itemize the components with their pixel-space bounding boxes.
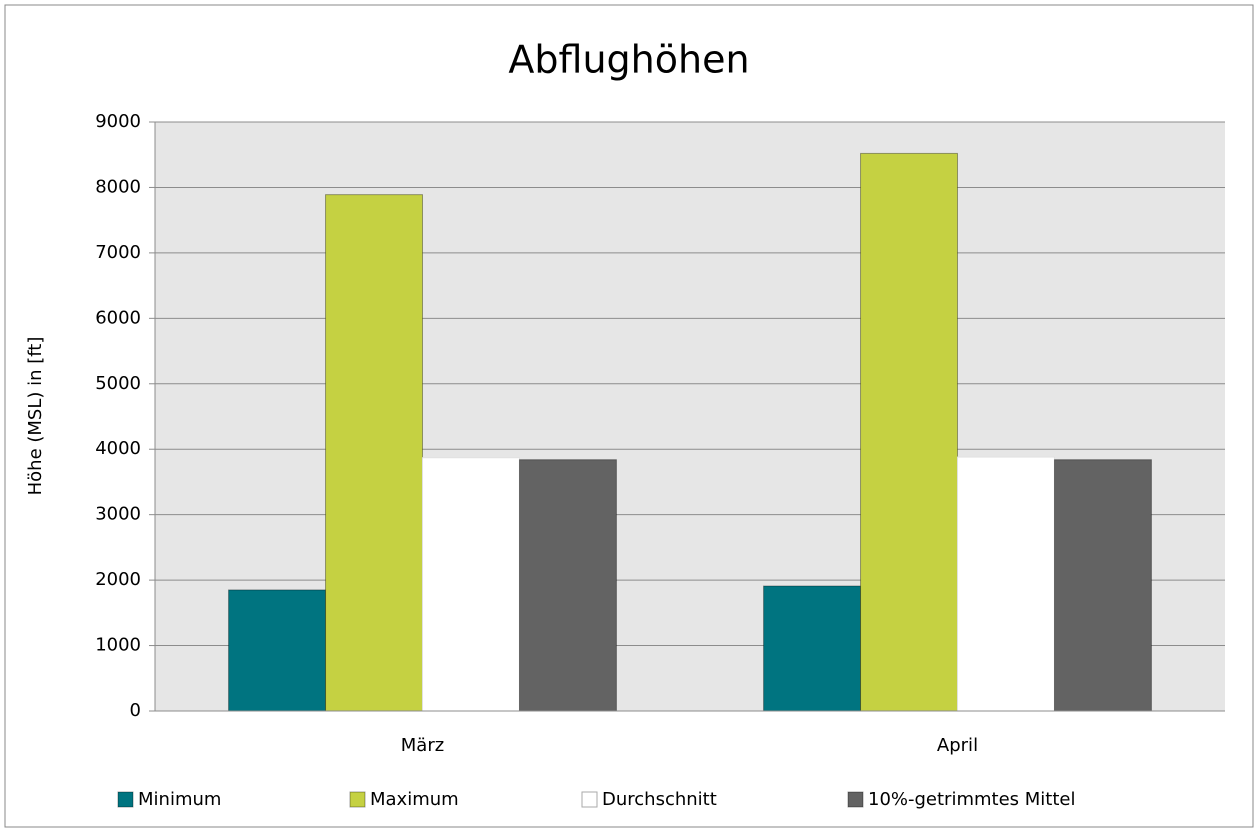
bar [422,457,520,712]
bar [1053,459,1152,712]
y-tick-label: 5000 [95,373,141,394]
bar [957,456,1055,712]
y-tick-label: 2000 [95,569,141,590]
legend-swatch [847,791,864,808]
legend-label: Durchschnitt [602,789,717,810]
bar [228,589,327,712]
y-axis-label: Höhe (MSL) in [ft] [25,337,46,496]
y-tick-label: 6000 [95,307,141,328]
y-tick-label: 4000 [95,438,141,459]
legend-swatch [581,791,598,808]
legend-swatch [349,791,366,808]
y-tick-label: 3000 [95,504,141,525]
bar [860,152,958,712]
bar [763,585,862,712]
y-tick-label: 7000 [95,242,141,263]
y-tick-label: 8000 [95,176,141,197]
y-tick-label: 0 [130,700,141,721]
legend-label: Maximum [370,789,459,810]
y-tick-label: 9000 [95,111,141,132]
legend-label: Minimum [138,789,221,810]
chart-title: Abflughöhen [508,38,749,82]
legend-label: 10%-getrimmtes Mittel [868,789,1075,810]
x-tick-label: März [401,735,444,756]
bar [325,194,423,712]
x-tick-label: April [937,735,978,756]
legend-swatch [117,791,134,808]
y-tick-label: 1000 [95,635,141,656]
bar [518,459,617,712]
